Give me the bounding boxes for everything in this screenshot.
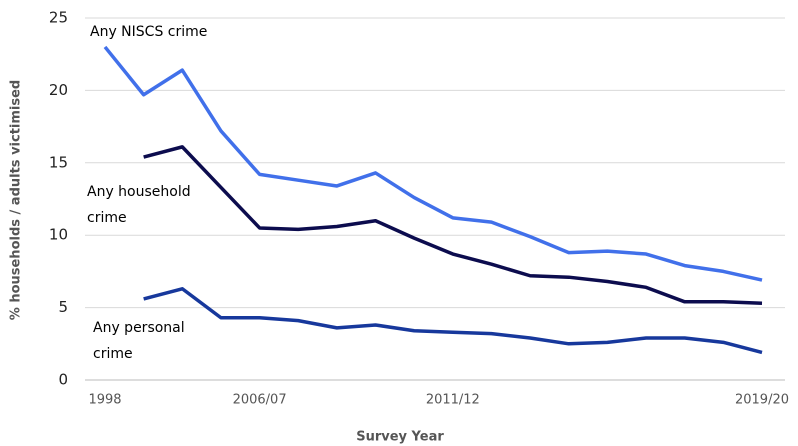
series-line	[143, 287, 763, 355]
series-line	[103, 45, 763, 282]
y-tick-label: 0	[58, 371, 68, 389]
y-tick-label: 10	[49, 226, 68, 244]
x-tick-label: 2006/07	[233, 393, 287, 408]
series-label: Any personal crime	[93, 320, 185, 362]
y-tick-label: 5	[58, 298, 68, 316]
series-label: Any household crime	[87, 184, 191, 226]
series-line	[143, 145, 763, 306]
y-tick-label: 15	[49, 153, 68, 171]
y-tick-label: 20	[49, 81, 68, 99]
x-tick-label: 2019/20	[735, 393, 789, 408]
x-axis-label: Survey Year	[356, 430, 444, 445]
x-tick-label: 2011/12	[426, 393, 480, 408]
y-tick-label: 25	[49, 9, 68, 27]
x-tick-label: 1998	[88, 393, 121, 408]
series-label: Any NISCS crime	[90, 24, 208, 40]
y-axis-label: % households / adults victimised	[9, 80, 24, 320]
